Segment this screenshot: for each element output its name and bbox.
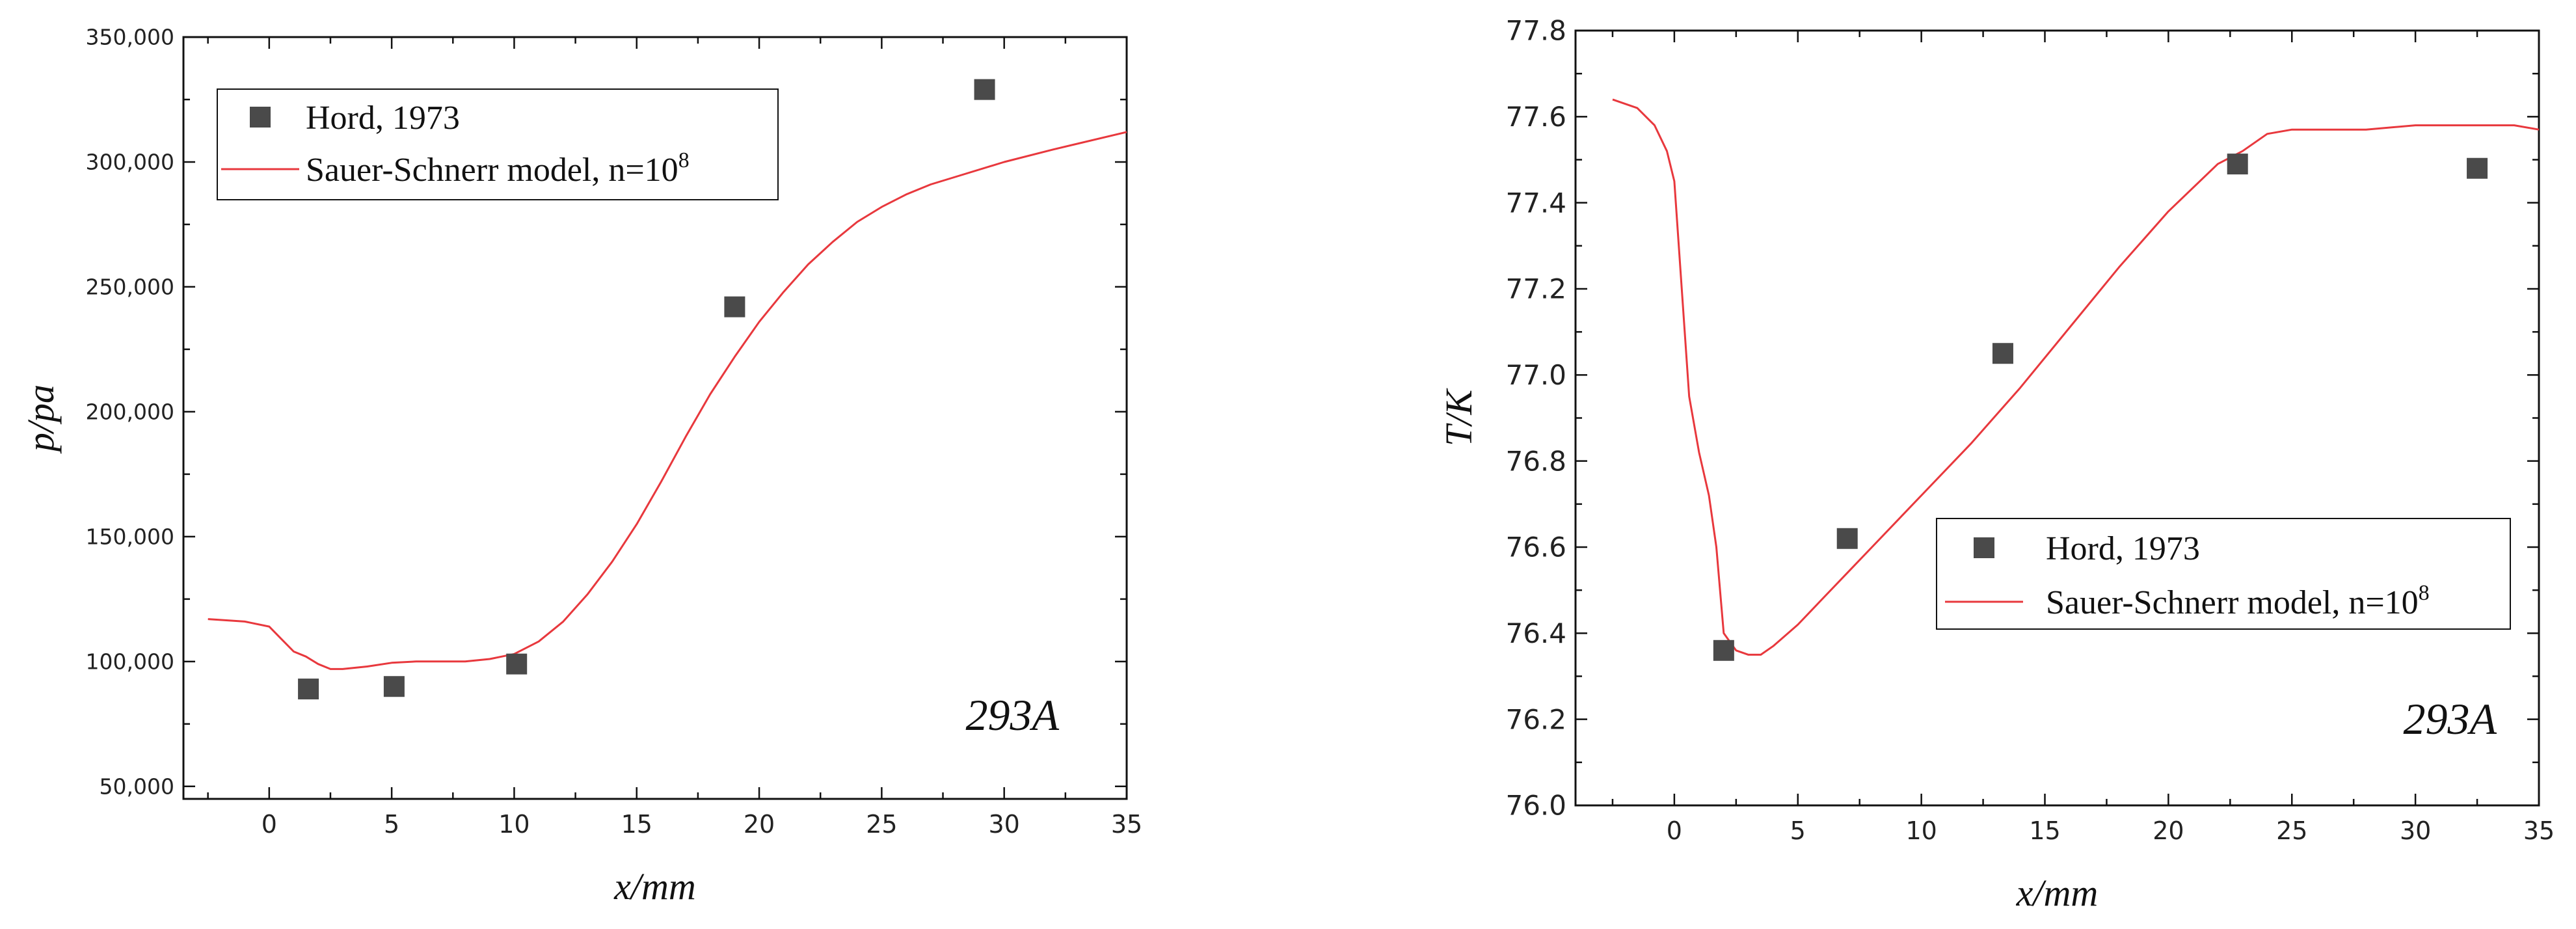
x-tick-label: 15 — [621, 810, 652, 839]
y-tick-label: 77.4 — [1505, 187, 1566, 219]
x-tick-label: 10 — [498, 810, 530, 839]
model-curve — [208, 131, 1127, 670]
x-tick-label: 20 — [744, 810, 775, 839]
x-tick-label: 25 — [866, 810, 897, 839]
y-tick-label: 76.2 — [1505, 703, 1566, 735]
axis-ticks: 0 5 10 15 20 25 30 35 76.0 76.2 76.4 76.6 76.8 77.0 77… — [1505, 15, 2555, 845]
y-axis-label: p/pa — [20, 384, 62, 454]
y-tick-label: 76.6 — [1505, 532, 1566, 563]
y-tick-label: 150,000 — [86, 524, 174, 549]
x-tick-label: 0 — [1667, 816, 1682, 845]
y-tick-label: 76.0 — [1505, 790, 1566, 822]
x-tick-label: 30 — [2400, 816, 2431, 845]
plot-frame — [1574, 29, 2540, 807]
data-point — [1992, 343, 2013, 364]
legend-label: Sauer-Schnerr model, n=108 — [306, 148, 690, 189]
y-tick-label: 350,000 — [86, 25, 174, 50]
x-tick-label: 5 — [1790, 816, 1806, 845]
x-tick-label: 35 — [2523, 816, 2555, 845]
legend: Hord, 1973 Sauer-Schnerr model, n=108 — [1936, 518, 2511, 630]
chart-pressure: 0 5 10 15 20 25 30 35 50,000 100,000 150,000 200,00… — [20, 25, 1142, 908]
y-tick-label: 77.0 — [1505, 359, 1566, 391]
model-curve — [1612, 98, 2540, 656]
series-line — [1612, 98, 2540, 656]
legend: Hord, 1973 Sauer-Schnerr model, n=108 — [217, 88, 779, 200]
y-tick-label: 200,000 — [86, 399, 174, 424]
x-tick-label: 15 — [2029, 816, 2060, 845]
data-point — [2227, 154, 2248, 175]
legend-label: Hord, 1973 — [306, 100, 460, 137]
x-axis-label: x/mm — [2016, 872, 2099, 914]
y-tick-label: 100,000 — [86, 649, 174, 674]
x-tick-label: 30 — [989, 810, 1020, 839]
case-annotation: 293A — [965, 690, 1059, 740]
y-tick-label: 77.2 — [1505, 273, 1566, 305]
y-tick-label: 300,000 — [86, 150, 174, 175]
data-point — [2467, 157, 2488, 179]
y-tick-label: 50,000 — [100, 774, 174, 799]
data-point — [506, 653, 528, 675]
legend-box — [217, 88, 779, 200]
experiment-markers — [1713, 154, 2488, 661]
y-tick-label: 76.4 — [1505, 617, 1566, 649]
x-axis-label: x/mm — [613, 865, 696, 908]
experiment-markers — [298, 79, 995, 700]
x-tick-label: 5 — [384, 810, 399, 839]
data-point — [1836, 528, 1858, 549]
x-tick-label: 25 — [2276, 816, 2307, 845]
x-tick-label: 0 — [262, 810, 277, 839]
chart-temperature: 0 5 10 15 20 25 30 35 76.0 76.2 76.4 76.6 76.8 77.0 77… — [1438, 15, 2555, 914]
y-tick-label: 250,000 — [86, 274, 174, 299]
data-point — [974, 79, 995, 100]
data-point — [1713, 640, 1734, 661]
legend-label: Hord, 1973 — [2046, 530, 2200, 567]
x-tick-label: 20 — [2153, 816, 2184, 845]
legend-marker — [250, 107, 271, 128]
data-point — [724, 296, 745, 317]
y-tick-label: 76.8 — [1505, 445, 1566, 477]
plot-frame — [182, 36, 1128, 800]
legend-label: Sauer-Schnerr model, n=108 — [2046, 581, 2430, 621]
legend-marker — [1974, 537, 1994, 558]
x-tick-label: 35 — [1111, 810, 1142, 839]
legend-box — [1936, 518, 2511, 630]
series-line — [208, 131, 1127, 670]
y-tick-label: 77.6 — [1505, 101, 1566, 133]
case-annotation: 293A — [2403, 694, 2497, 744]
x-tick-label: 10 — [1905, 816, 1937, 845]
y-axis-label: T/K — [1438, 388, 1480, 446]
y-tick-label: 77.8 — [1505, 15, 1566, 47]
data-point — [298, 679, 319, 700]
axis-ticks: 0 5 10 15 20 25 30 35 50,000 100,000 150,000 200,00… — [86, 25, 1143, 839]
data-point — [383, 676, 405, 697]
